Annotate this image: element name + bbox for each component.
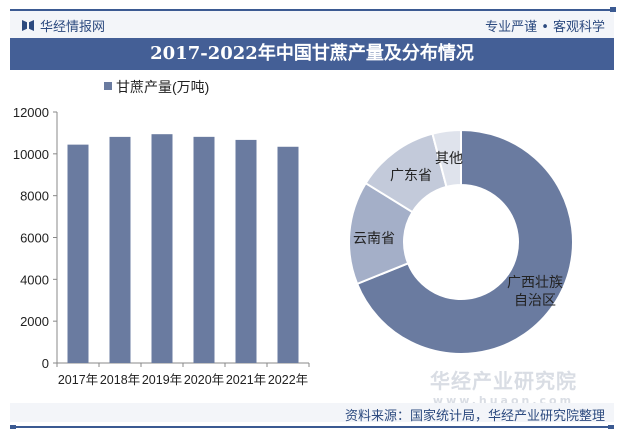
y-tick-label: 6000 — [20, 231, 49, 246]
source-note: 资料来源：国家统计局，华经产业研究院整理 — [344, 409, 605, 424]
y-tick-label: 8000 — [20, 189, 49, 204]
x-tick-label: 2019年 — [142, 373, 182, 387]
slice-label: 其他 — [435, 150, 463, 166]
x-tick-label: 2022年 — [268, 373, 308, 387]
slice-label: 广东省 — [390, 167, 432, 183]
bar — [235, 139, 257, 363]
y-tick-label: 12000 — [13, 105, 49, 120]
chart-title: 2017-2022年中国甘蔗产量及分布情况 — [10, 38, 614, 70]
donut-slice — [431, 128, 462, 189]
slice-label: 云南省 — [353, 230, 395, 246]
legend-label: 甘蔗产量(万吨) — [116, 79, 209, 95]
slice-label-line: 自治区 — [514, 292, 556, 308]
x-tick-label: 2017年 — [58, 373, 98, 387]
bar — [67, 144, 89, 363]
donut-slice — [355, 128, 574, 355]
slice-label-line: 广西壮族 — [507, 274, 563, 290]
x-tick-label: 2020年 — [184, 373, 224, 387]
top-divider — [10, 9, 614, 11]
bottom-divider — [10, 426, 614, 428]
y-tick-label: 2000 — [20, 314, 49, 329]
bar — [109, 136, 131, 363]
slice-label: 广西壮族自治区 — [507, 274, 563, 308]
bar — [193, 136, 215, 363]
legend-swatch — [104, 82, 112, 90]
bottom-divider-cap-right — [608, 425, 614, 429]
brand: 华经情报网 — [22, 16, 105, 35]
x-tick-label: 2021年 — [226, 373, 266, 387]
y-tick-label: 0 — [42, 356, 49, 371]
bar-chart: 甘蔗产量(万吨) 0 2000 4000 6000 8000 10000 12000 2017年… — [13, 79, 310, 387]
bar — [151, 134, 173, 363]
header-band — [10, 11, 614, 38]
bar — [277, 146, 299, 363]
footer-band — [10, 403, 614, 422]
slogan: 专业严谨 • 客观科学 — [485, 20, 605, 35]
y-tick-label: 10000 — [13, 147, 49, 162]
watermark-name: 华经产业研究院 — [430, 369, 577, 393]
bottom-divider-cap-left — [10, 425, 16, 429]
x-tick-label: 2018年 — [100, 373, 140, 387]
brand-name: 华经情报网 — [40, 20, 106, 35]
top-divider-cap — [610, 7, 616, 12]
y-tick-label: 4000 — [20, 272, 49, 287]
